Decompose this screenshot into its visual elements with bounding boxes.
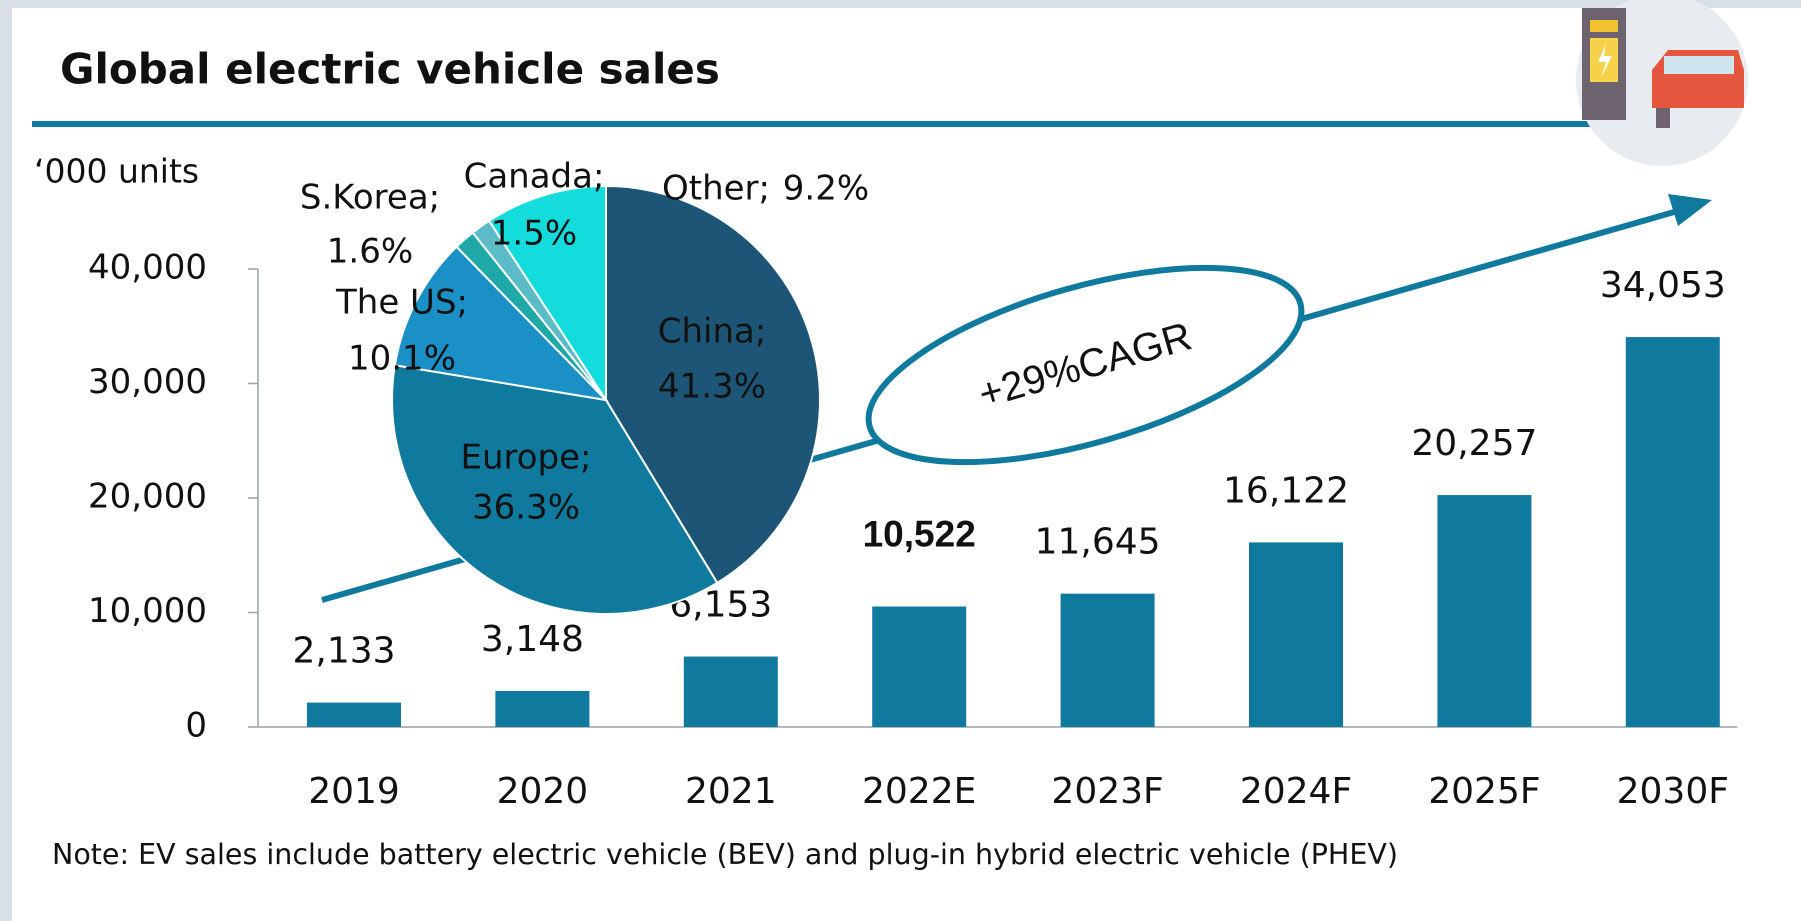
chart-title: Global electric vehicle sales <box>60 45 720 94</box>
x-tick-label: 2023F <box>1051 771 1163 812</box>
bar-value-label: 16,122 <box>1223 470 1349 511</box>
x-tick-label: 2025F <box>1428 771 1540 812</box>
pie-category-label: The US; <box>335 283 468 323</box>
bar <box>872 606 967 727</box>
pie-category-label: China; <box>658 312 767 352</box>
pie-value-label: 9.2% <box>783 169 869 209</box>
pie-value-label: 10.1% <box>348 339 456 379</box>
note: Note: EV sales include battery electric … <box>52 838 1398 871</box>
title-rule <box>32 121 1722 127</box>
x-tick-label: 2021 <box>685 771 777 812</box>
pie-category-label: Europe; <box>460 438 591 478</box>
y-tick-label: 30,000 <box>88 362 207 402</box>
bar <box>307 702 401 727</box>
charging-icon <box>1576 0 1748 166</box>
x-tick-label: 2020 <box>497 771 589 812</box>
pie-value-label: 1.5% <box>491 214 577 254</box>
y-tick-label: 10,000 <box>88 591 207 631</box>
bar-value-label: 34,053 <box>1600 265 1726 306</box>
bar <box>683 656 778 727</box>
pie-value-label: 36.3% <box>472 488 580 528</box>
bar-value-label: 10,522 <box>863 513 976 554</box>
bar <box>1437 495 1532 727</box>
y-tick-label: 40,000 <box>88 248 207 288</box>
x-tick-label: 2030F <box>1617 771 1729 812</box>
pie-category-label: Other; <box>662 169 770 209</box>
y-tick-label: 0 <box>185 706 207 746</box>
x-tick-label: 2024F <box>1240 771 1352 812</box>
bar <box>1249 542 1343 727</box>
pie-slice <box>393 245 609 402</box>
cagr-ellipse <box>865 264 1305 466</box>
pie-value-label: 1.6% <box>327 232 413 272</box>
bar-value-label: 20,257 <box>1411 423 1537 464</box>
x-tick-label: 2019 <box>308 771 400 812</box>
bar-value-label: 2,133 <box>292 631 395 672</box>
panel <box>12 8 1801 921</box>
x-tick-label: 2022E <box>862 771 976 812</box>
bar-value-label: 3,148 <box>481 619 584 660</box>
y-axis-label: ‘000 units <box>34 152 199 191</box>
pie-slice <box>391 364 719 615</box>
pie-slice <box>605 184 821 585</box>
pie-category-label: Canada; <box>464 157 605 197</box>
bar <box>1060 593 1155 727</box>
bar <box>1625 337 1720 727</box>
bar-value-label: 11,645 <box>1035 522 1161 563</box>
pie-category-label: S.Korea; <box>300 178 440 218</box>
pie-value-label: 41.3% <box>658 367 766 407</box>
pie-slice <box>487 184 607 404</box>
bar <box>495 690 590 727</box>
cagr-arrowhead <box>1668 194 1712 226</box>
y-tick-label: 20,000 <box>88 477 207 517</box>
